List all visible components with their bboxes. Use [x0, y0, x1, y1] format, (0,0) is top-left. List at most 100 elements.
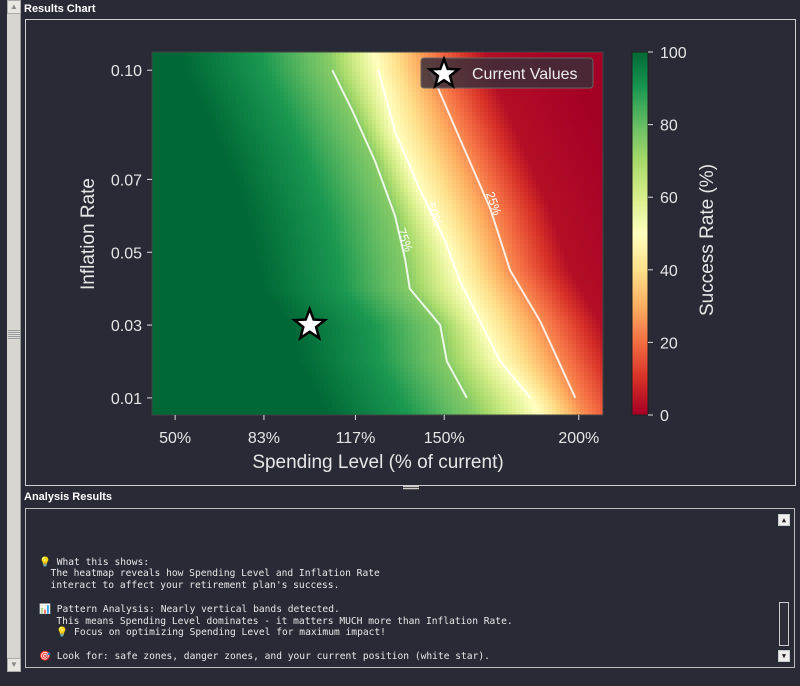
heatmap-cell: [304, 100, 309, 105]
heatmap-cell: [580, 184, 585, 189]
heatmap-cell: [300, 56, 305, 61]
heatmap-cell: [472, 216, 477, 221]
heatmap-cell: [260, 144, 265, 149]
heatmap-cell: [344, 112, 349, 117]
heatmap-cell: [328, 76, 333, 81]
heatmap-cell: [424, 184, 429, 189]
heatmap-cell: [228, 204, 233, 209]
heatmap-cell: [152, 196, 157, 201]
heatmap-cell: [380, 224, 385, 229]
scroll-down-button[interactable]: ▼: [7, 658, 21, 672]
heatmap-cell: [596, 64, 601, 69]
heatmap-cell: [464, 160, 469, 165]
heatmap-cell: [340, 220, 345, 225]
heatmap-cell: [600, 204, 603, 209]
heatmap-cell: [296, 188, 301, 193]
heatmap-cell: [240, 68, 245, 73]
heatmap-cell: [284, 144, 289, 149]
heatmap-cell: [512, 160, 517, 165]
heatmap-cell: [580, 136, 585, 141]
heatmap-cell: [300, 80, 305, 85]
heatmap-cell: [336, 56, 341, 61]
heatmap-cell: [476, 200, 481, 205]
heatmap-cell: [184, 88, 189, 93]
heatmap-cell: [272, 92, 277, 97]
heatmap-cell: [488, 140, 493, 145]
heatmap-cell: [332, 112, 337, 117]
heatmap-cell: [200, 224, 205, 229]
heatmap-cell: [220, 148, 225, 153]
heatmap-cell: [188, 56, 193, 61]
heatmap-cell: [320, 140, 325, 145]
heatmap-cell: [500, 112, 505, 117]
heatmap-cell: [596, 80, 601, 85]
heatmap-cell: [192, 88, 197, 93]
heatmap-cell: [272, 64, 277, 69]
heatmap-cell: [188, 152, 193, 157]
heatmap-cell: [176, 200, 181, 205]
heatmap-cell: [344, 144, 349, 149]
heatmap-cell: [228, 108, 233, 113]
heatmap-cell: [436, 160, 441, 165]
heatmap-cell: [368, 208, 373, 213]
heatmap-cell: [152, 100, 157, 105]
heatmap-cell: [172, 180, 177, 185]
heatmap-cell: [460, 160, 465, 165]
heatmap-cell: [260, 204, 265, 209]
heatmap-cell: [380, 92, 385, 97]
heatmap-cell: [384, 104, 389, 109]
heatmap-cell: [416, 160, 421, 165]
heatmap-cell: [312, 212, 317, 217]
heatmap-cell: [196, 192, 201, 197]
heatmap-cell: [172, 224, 177, 229]
heatmap-cell: [536, 148, 541, 153]
heatmap-cell: [556, 212, 561, 217]
heatmap-cell: [312, 180, 317, 185]
heatmap-cell: [512, 208, 517, 213]
heatmap-cell: [328, 80, 333, 85]
heatmap-cell: [232, 56, 237, 61]
heatmap-cell: [352, 184, 357, 189]
heatmap-cell: [544, 164, 549, 169]
heatmap-cell: [184, 64, 189, 69]
heatmap-cell: [220, 180, 225, 185]
heatmap-cell: [264, 140, 269, 145]
heatmap-cell: [572, 96, 577, 101]
heatmap-cell: [560, 160, 565, 165]
heatmap-cell: [228, 216, 233, 221]
heatmap-cell: [184, 164, 189, 169]
heatmap-cell: [512, 124, 517, 129]
scroll-up-button[interactable]: ▲: [7, 0, 21, 14]
heatmap-cell: [172, 152, 177, 157]
heatmap-cell: [444, 100, 449, 105]
heatmap-cell: [340, 196, 345, 201]
heatmap-cell: [296, 208, 301, 213]
heatmap-cell: [348, 52, 353, 57]
heatmap-cell: [428, 108, 433, 113]
heatmap-cell: [240, 168, 245, 173]
heatmap-cell: [164, 68, 169, 73]
heatmap-cell: [272, 172, 277, 177]
heatmap-cell: [400, 108, 405, 113]
heatmap-cell: [212, 192, 217, 197]
heatmap-cell: [476, 120, 481, 125]
heatmap-cell: [444, 152, 449, 157]
heatmap-cell: [180, 104, 185, 109]
heatmap-cell: [220, 216, 225, 221]
heatmap-cell: [520, 100, 525, 105]
heatmap-cell: [172, 212, 177, 217]
heatmap-cell: [296, 124, 301, 129]
heatmap-cell: [196, 188, 201, 193]
heatmap-cell: [580, 100, 585, 105]
heatmap-cell: [364, 104, 369, 109]
heatmap-cell: [596, 216, 601, 221]
heatmap-cell: [212, 60, 217, 65]
heatmap-cell: [320, 120, 325, 125]
heatmap-cell: [548, 208, 553, 213]
heatmap-cell: [344, 152, 349, 157]
heatmap-cell: [300, 180, 305, 185]
heatmap-cell: [360, 72, 365, 77]
heatmap-cell: [540, 188, 545, 193]
pane-sash-handle[interactable]: [8, 330, 20, 340]
heatmap-cell: [272, 164, 277, 169]
